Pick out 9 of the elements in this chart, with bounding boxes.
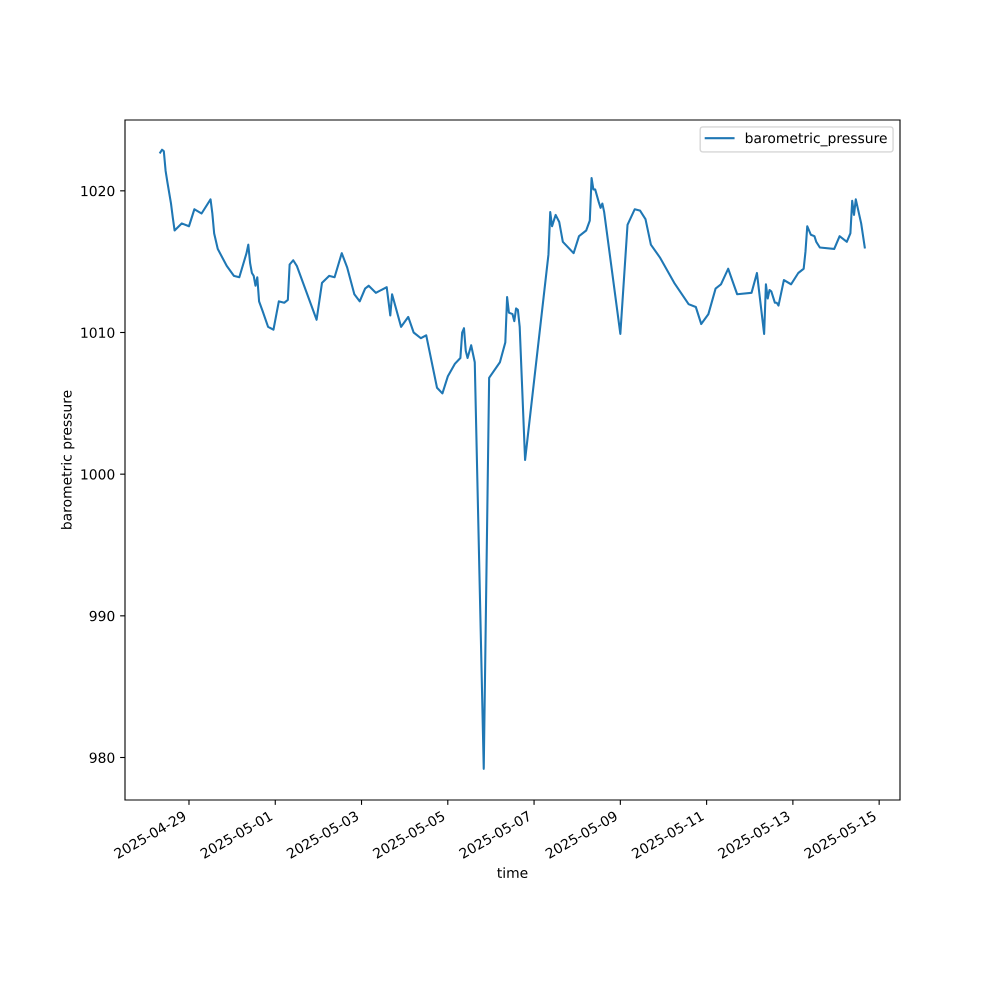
y-tick-label: 1000: [81, 469, 114, 480]
y-tick-label: 1010: [81, 327, 114, 338]
legend-label: barometric_pressure: [746, 132, 887, 146]
y-tick-label: 1020: [81, 186, 114, 196]
y-axis-title: barometric pressure: [60, 390, 74, 529]
x-axis-title: time: [497, 867, 528, 878]
y-tick-label: 990: [90, 610, 114, 622]
line-series: [159, 148, 866, 770]
y-tick-label: 980: [90, 752, 114, 763]
